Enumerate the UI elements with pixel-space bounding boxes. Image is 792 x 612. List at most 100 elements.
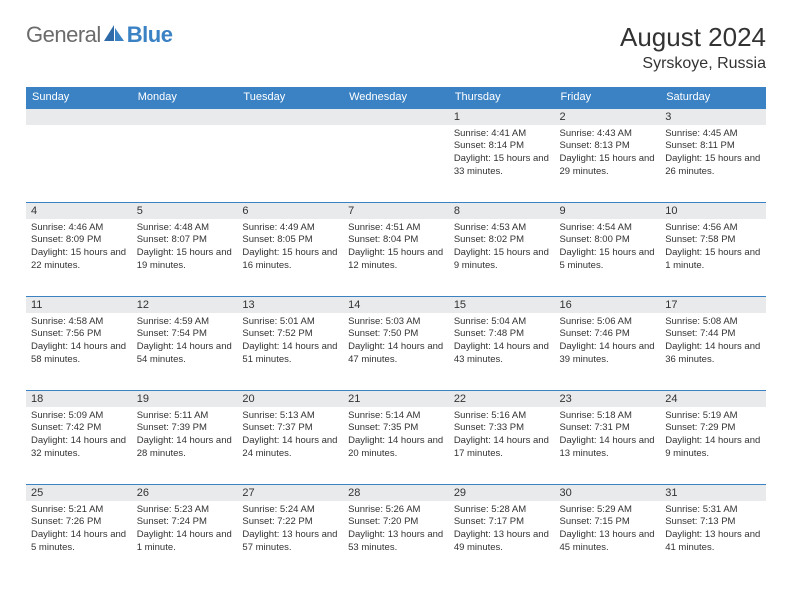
daylight-text: Daylight: 13 hours and 57 minutes.: [242, 529, 338, 555]
sunset-text: Sunset: 7:15 PM: [560, 516, 656, 529]
sunset-text: Sunset: 7:31 PM: [560, 422, 656, 435]
day-number: [132, 109, 238, 125]
logo-text-1: General: [26, 22, 101, 48]
calendar-cell: 9Sunrise: 4:54 AMSunset: 8:00 PMDaylight…: [555, 202, 661, 296]
day-number: 23: [555, 391, 661, 407]
calendar-cell: 10Sunrise: 4:56 AMSunset: 7:58 PMDayligh…: [660, 202, 766, 296]
day-number: 5: [132, 203, 238, 219]
calendar-cell: 15Sunrise: 5:04 AMSunset: 7:48 PMDayligh…: [449, 296, 555, 390]
daylight-text: Daylight: 15 hours and 12 minutes.: [348, 247, 444, 273]
day-number: 11: [26, 297, 132, 313]
sunrise-text: Sunrise: 4:53 AM: [454, 222, 550, 235]
sunset-text: Sunset: 7:37 PM: [242, 422, 338, 435]
daylight-text: Daylight: 15 hours and 29 minutes.: [560, 153, 656, 179]
daylight-text: Daylight: 15 hours and 33 minutes.: [454, 153, 550, 179]
sunset-text: Sunset: 8:11 PM: [665, 140, 761, 153]
day-number: 13: [237, 297, 343, 313]
calendar-cell: 3Sunrise: 4:45 AMSunset: 8:11 PMDaylight…: [660, 108, 766, 202]
calendar-cell: 20Sunrise: 5:13 AMSunset: 7:37 PMDayligh…: [237, 390, 343, 484]
calendar-cell: 12Sunrise: 4:59 AMSunset: 7:54 PMDayligh…: [132, 296, 238, 390]
sunrise-text: Sunrise: 5:18 AM: [560, 410, 656, 423]
day-number: 9: [555, 203, 661, 219]
day-number: 6: [237, 203, 343, 219]
day-number: 1: [449, 109, 555, 125]
sunrise-text: Sunrise: 5:14 AM: [348, 410, 444, 423]
day-details: Sunrise: 4:56 AMSunset: 7:58 PMDaylight:…: [660, 219, 766, 273]
sunrise-text: Sunrise: 5:13 AM: [242, 410, 338, 423]
sunset-text: Sunset: 7:48 PM: [454, 328, 550, 341]
sunset-text: Sunset: 8:09 PM: [31, 234, 127, 247]
sunrise-text: Sunrise: 4:46 AM: [31, 222, 127, 235]
sunset-text: Sunset: 7:50 PM: [348, 328, 444, 341]
sunset-text: Sunset: 7:56 PM: [31, 328, 127, 341]
sunrise-text: Sunrise: 5:09 AM: [31, 410, 127, 423]
sunrise-text: Sunrise: 5:26 AM: [348, 504, 444, 517]
sunset-text: Sunset: 7:20 PM: [348, 516, 444, 529]
day-details: Sunrise: 4:53 AMSunset: 8:02 PMDaylight:…: [449, 219, 555, 273]
day-number: 14: [343, 297, 449, 313]
sunset-text: Sunset: 7:13 PM: [665, 516, 761, 529]
day-details: Sunrise: 4:41 AMSunset: 8:14 PMDaylight:…: [449, 125, 555, 179]
day-details: Sunrise: 5:14 AMSunset: 7:35 PMDaylight:…: [343, 407, 449, 461]
day-details: Sunrise: 5:06 AMSunset: 7:46 PMDaylight:…: [555, 313, 661, 367]
day-number: 31: [660, 485, 766, 501]
day-number: 10: [660, 203, 766, 219]
day-details: Sunrise: 4:54 AMSunset: 8:00 PMDaylight:…: [555, 219, 661, 273]
day-details: Sunrise: 5:31 AMSunset: 7:13 PMDaylight:…: [660, 501, 766, 555]
sunrise-text: Sunrise: 5:19 AM: [665, 410, 761, 423]
location-label: Syrskoye, Russia: [620, 55, 766, 73]
day-details: Sunrise: 5:21 AMSunset: 7:26 PMDaylight:…: [26, 501, 132, 555]
sunset-text: Sunset: 7:52 PM: [242, 328, 338, 341]
sunrise-text: Sunrise: 5:08 AM: [665, 316, 761, 329]
sunrise-text: Sunrise: 4:41 AM: [454, 128, 550, 141]
sunrise-text: Sunrise: 5:04 AM: [454, 316, 550, 329]
sunrise-text: Sunrise: 5:16 AM: [454, 410, 550, 423]
day-details: Sunrise: 5:16 AMSunset: 7:33 PMDaylight:…: [449, 407, 555, 461]
sunrise-text: Sunrise: 5:01 AM: [242, 316, 338, 329]
day-details: Sunrise: 5:28 AMSunset: 7:17 PMDaylight:…: [449, 501, 555, 555]
daylight-text: Daylight: 13 hours and 41 minutes.: [665, 529, 761, 555]
day-details: Sunrise: 4:48 AMSunset: 8:07 PMDaylight:…: [132, 219, 238, 273]
day-number: [237, 109, 343, 125]
sunrise-text: Sunrise: 5:03 AM: [348, 316, 444, 329]
daylight-text: Daylight: 14 hours and 28 minutes.: [137, 435, 233, 461]
daylight-text: Daylight: 14 hours and 13 minutes.: [560, 435, 656, 461]
calendar-week-row: 11Sunrise: 4:58 AMSunset: 7:56 PMDayligh…: [26, 296, 766, 390]
calendar-week-row: 18Sunrise: 5:09 AMSunset: 7:42 PMDayligh…: [26, 390, 766, 484]
sunset-text: Sunset: 7:35 PM: [348, 422, 444, 435]
sunrise-text: Sunrise: 5:23 AM: [137, 504, 233, 517]
calendar-cell: 16Sunrise: 5:06 AMSunset: 7:46 PMDayligh…: [555, 296, 661, 390]
day-number: 17: [660, 297, 766, 313]
day-details: Sunrise: 4:45 AMSunset: 8:11 PMDaylight:…: [660, 125, 766, 179]
weekday-header: Wednesday: [343, 87, 449, 108]
day-details: Sunrise: 5:04 AMSunset: 7:48 PMDaylight:…: [449, 313, 555, 367]
calendar-cell: 2Sunrise: 4:43 AMSunset: 8:13 PMDaylight…: [555, 108, 661, 202]
day-details: Sunrise: 5:09 AMSunset: 7:42 PMDaylight:…: [26, 407, 132, 461]
day-number: 28: [343, 485, 449, 501]
calendar-cell: 8Sunrise: 4:53 AMSunset: 8:02 PMDaylight…: [449, 202, 555, 296]
day-number: 3: [660, 109, 766, 125]
daylight-text: Daylight: 15 hours and 22 minutes.: [31, 247, 127, 273]
sunset-text: Sunset: 7:24 PM: [137, 516, 233, 529]
sunset-text: Sunset: 7:44 PM: [665, 328, 761, 341]
calendar-cell: 14Sunrise: 5:03 AMSunset: 7:50 PMDayligh…: [343, 296, 449, 390]
daylight-text: Daylight: 13 hours and 45 minutes.: [560, 529, 656, 555]
day-number: [26, 109, 132, 125]
day-number: [343, 109, 449, 125]
day-number: 22: [449, 391, 555, 407]
daylight-text: Daylight: 13 hours and 53 minutes.: [348, 529, 444, 555]
calendar-cell: 1Sunrise: 4:41 AMSunset: 8:14 PMDaylight…: [449, 108, 555, 202]
daylight-text: Daylight: 14 hours and 17 minutes.: [454, 435, 550, 461]
calendar-cell: 25Sunrise: 5:21 AMSunset: 7:26 PMDayligh…: [26, 484, 132, 578]
day-number: 24: [660, 391, 766, 407]
sunset-text: Sunset: 8:02 PM: [454, 234, 550, 247]
calendar-cell: 6Sunrise: 4:49 AMSunset: 8:05 PMDaylight…: [237, 202, 343, 296]
daylight-text: Daylight: 14 hours and 24 minutes.: [242, 435, 338, 461]
daylight-text: Daylight: 15 hours and 5 minutes.: [560, 247, 656, 273]
daylight-text: Daylight: 13 hours and 49 minutes.: [454, 529, 550, 555]
calendar-header: Sunday Monday Tuesday Wednesday Thursday…: [26, 87, 766, 108]
sunrise-text: Sunrise: 5:24 AM: [242, 504, 338, 517]
daylight-text: Daylight: 14 hours and 54 minutes.: [137, 341, 233, 367]
day-number: 16: [555, 297, 661, 313]
calendar-body: 1Sunrise: 4:41 AMSunset: 8:14 PMDaylight…: [26, 108, 766, 578]
